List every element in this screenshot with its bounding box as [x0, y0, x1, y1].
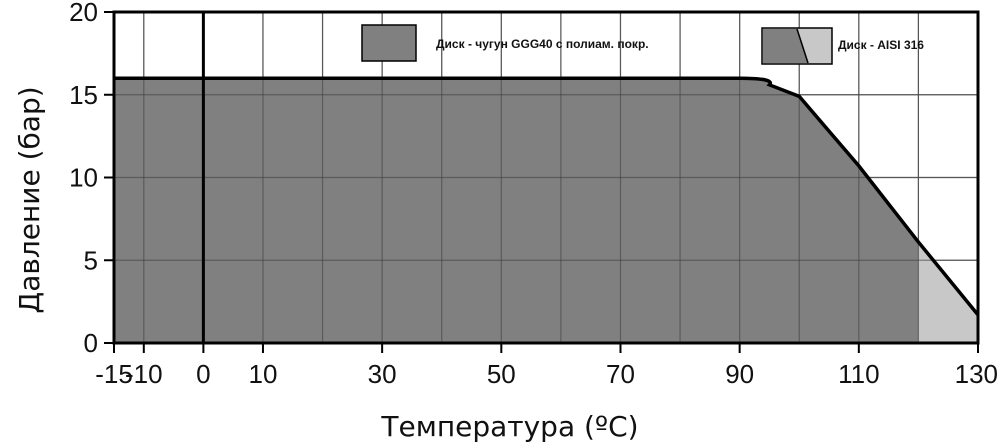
y-tick-label: 20 — [69, 0, 98, 27]
x-tick-label: -15 — [95, 359, 133, 389]
legend-label-aisi-316: Диск - AISI 316 — [838, 38, 924, 52]
legend: Диск - чугун GGG40 с полиам. покр. Диск … — [361, 24, 924, 65]
y-axis-title: Давление (бар) — [13, 86, 46, 313]
x-tick-label: 110 — [838, 359, 879, 389]
x-tick-label: 50 — [487, 359, 516, 389]
x-tick-label: -10 — [125, 359, 163, 389]
area-cast-iron — [114, 78, 919, 343]
y-tick-label: 15 — [69, 80, 98, 110]
x-axis-title: Температура (ºC) — [380, 410, 638, 443]
y-tick-label: 10 — [69, 163, 98, 193]
x-axis-ticks: -15-10 0 10 30 50 70 90 110 130 — [95, 343, 998, 389]
legend-swatch-aisi-316 — [761, 27, 833, 65]
y-tick-label: 0 — [84, 328, 98, 358]
pressure-limit-curve — [114, 76, 980, 316]
x-tick-label: 130 — [955, 359, 998, 389]
x-tick-label: 10 — [249, 359, 278, 389]
x-tick-label: 30 — [368, 359, 397, 389]
grid-overlay — [114, 12, 978, 343]
x-tick-label: 0 — [196, 359, 210, 389]
y-axis-ticks: 0 5 10 15 20 — [69, 0, 114, 358]
legend-label-cast-iron: Диск - чугун GGG40 с полиам. покр. — [436, 37, 649, 51]
x-tick-label: 70 — [606, 359, 635, 389]
y-tick-label: 5 — [84, 245, 98, 275]
x-tick-label: 90 — [725, 359, 754, 389]
legend-swatch-cast-iron — [361, 24, 417, 62]
